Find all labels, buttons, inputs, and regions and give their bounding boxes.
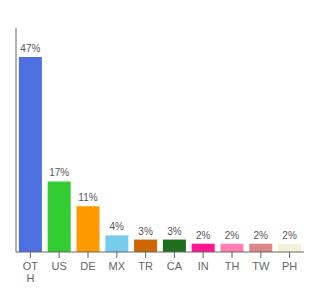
- svg-text:2%: 2%: [196, 230, 211, 241]
- svg-text:2%: 2%: [254, 230, 269, 241]
- svg-text:3%: 3%: [167, 226, 182, 237]
- svg-text:US: US: [52, 260, 67, 272]
- svg-text:TH: TH: [225, 260, 240, 272]
- svg-text:3%: 3%: [138, 226, 153, 237]
- svg-text:TR: TR: [138, 260, 153, 272]
- svg-text:CA: CA: [167, 260, 183, 272]
- svg-text:17%: 17%: [49, 167, 69, 178]
- svg-text:47%: 47%: [20, 43, 40, 54]
- svg-text:MX: MX: [109, 260, 126, 272]
- svg-text:OTH: OTH: [23, 260, 39, 284]
- svg-text:IN: IN: [198, 260, 209, 272]
- svg-text:TW: TW: [252, 260, 270, 272]
- svg-text:4%: 4%: [110, 221, 125, 232]
- svg-text:11%: 11%: [78, 192, 97, 203]
- svg-text:2%: 2%: [225, 230, 240, 241]
- svg-text:2%: 2%: [282, 230, 297, 241]
- svg-text:PH: PH: [282, 260, 297, 272]
- svg-text:DE: DE: [80, 260, 95, 272]
